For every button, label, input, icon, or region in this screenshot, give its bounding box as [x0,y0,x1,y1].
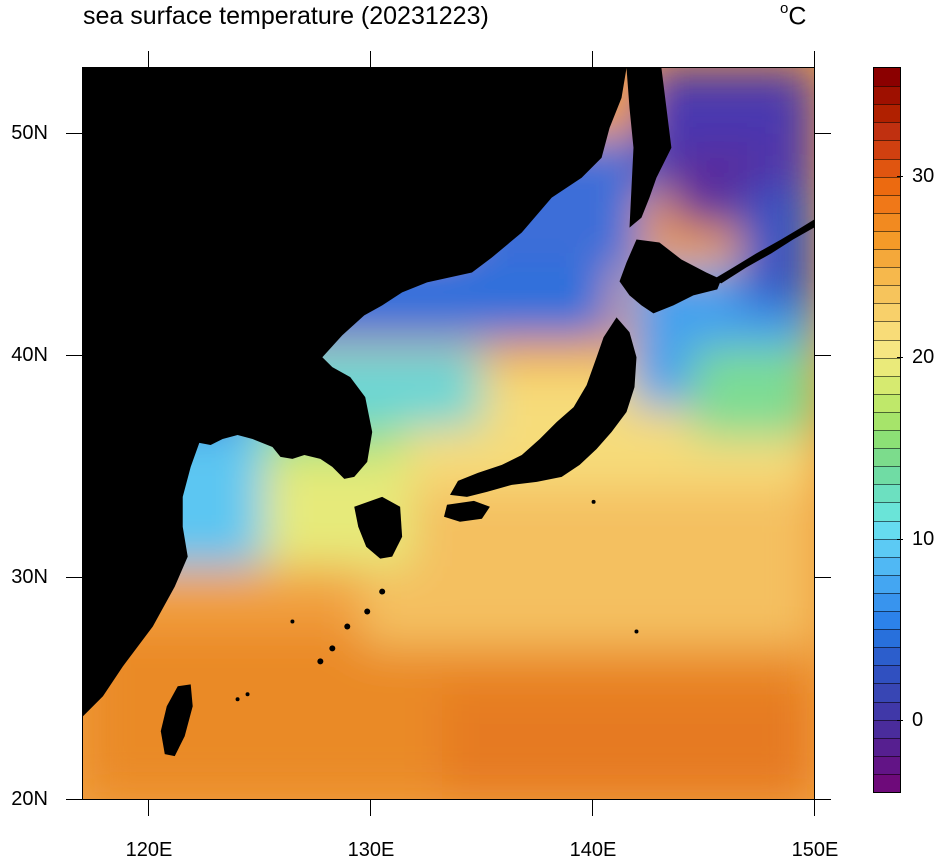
colorbar-label-0: 0 [912,709,924,731]
degree-symbol: o [780,0,789,17]
lat-tick-right [815,133,831,134]
map-title: sea surface temperature (20231223) [83,2,489,30]
lat-label-50n: 50N [11,122,48,144]
colorbar-segment [874,303,900,322]
colorbar-segment [874,158,900,178]
colorbar-tick [897,176,903,177]
colorbar-segment [874,611,900,630]
colorbar-segment [874,86,900,105]
colorbar-label-20: 20 [912,346,935,368]
colorbar-segment [874,502,900,521]
colorbar-segment [874,683,900,702]
colorbar-segment [874,357,900,377]
colorbar-segment [874,538,900,558]
colorbar-segment [874,647,900,666]
colorbar-segment [874,520,900,540]
colorbar-label-30: 30 [912,165,935,187]
colorbar-segment [874,466,900,485]
lon-label-150e: 150E [791,839,839,861]
lon-tick-top [148,51,149,67]
lon-tick-bottom [814,800,815,816]
lon-tick-bottom [592,800,593,816]
lat-tick-left [66,133,82,134]
landmass-kyushu [354,496,403,559]
colorbar-segment [874,68,900,87]
lon-tick-bottom [148,800,149,816]
colorbar-segment [874,249,900,268]
lat-tick-left [66,577,82,578]
colorbar-tick [897,720,903,721]
lon-label-120e: 120E [125,839,173,861]
colorbar-segment [874,140,900,159]
colorbar-segment [874,104,900,123]
colorbar [873,67,901,793]
landmass-sakhalin [626,68,672,228]
colorbar-segment [874,556,900,576]
land-mask [83,68,814,757]
lat-label-30n: 30N [11,566,48,588]
colorbar-segment [874,484,900,503]
landmass-hokkaido [619,239,722,314]
colorbar-segment [874,212,900,232]
colorbar-tick [897,539,903,540]
landmass-honshu [449,317,637,497]
landmass-shikoku [444,500,490,522]
colorbar-segment [874,737,900,757]
lat-tick-left [66,799,82,800]
colorbar-segment [874,393,900,413]
lon-label-130e: 130E [347,839,395,861]
colorbar-segment [874,122,900,141]
lat-label-20n: 20N [11,788,48,810]
colorbar-segment [874,230,900,250]
lon-tick-top [592,51,593,67]
colorbar-segment [874,267,900,286]
lon-tick-bottom [370,800,371,816]
colorbar-segment [874,773,900,792]
colorbar-segment [874,574,900,594]
colorbar-segment [874,176,900,196]
colorbar-segment [874,375,900,395]
lat-tick-left [66,355,82,356]
lat-label-40n: 40N [11,344,48,366]
colorbar-segment [874,194,900,214]
landmass-asia [83,68,627,717]
sst-map-canvas [83,68,814,799]
colorbar-segment [874,665,900,684]
colorbar-segment [874,592,900,612]
colorbar-segment [874,448,900,467]
units-label: oC [780,0,807,31]
colorbar-tick [897,357,903,358]
landmass-taiwan [160,684,193,757]
lat-tick-right [815,355,831,356]
colorbar-segment [874,430,900,449]
colorbar-segment [874,629,900,648]
lon-label-140e: 140E [569,839,617,861]
colorbar-segment [874,285,900,304]
lon-tick-top [814,51,815,67]
colorbar-segment [874,339,900,359]
colorbar-segment [874,755,900,775]
colorbar-label-10: 10 [912,528,935,550]
colorbar-segment [874,411,900,431]
lat-tick-right [815,799,831,800]
sst-map [82,67,815,800]
colorbar-segment [874,719,900,739]
colorbar-segment [874,321,900,340]
units-unit: C [788,2,807,31]
lat-tick-right [815,577,831,578]
colorbar-segment [874,701,900,721]
lon-tick-top [370,51,371,67]
landmass-kurils [713,219,814,284]
